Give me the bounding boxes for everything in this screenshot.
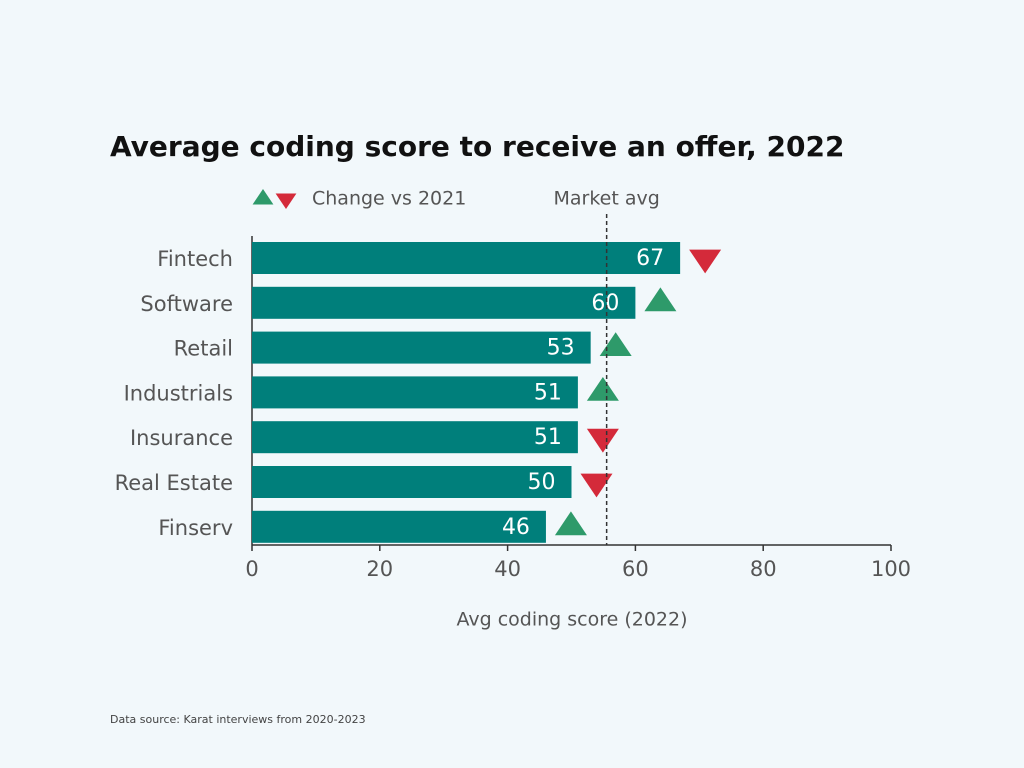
- bar: [252, 376, 578, 409]
- value-label: 51: [534, 380, 562, 405]
- legend-down-icon: [275, 193, 297, 210]
- bar: [252, 286, 636, 319]
- change-indicator: [644, 287, 677, 312]
- legend-label: Change vs 2021: [312, 188, 466, 210]
- x-tick-label: 60: [622, 557, 649, 581]
- source-note: Data source: Karat interviews from 2020-…: [110, 713, 366, 726]
- change-indicator: [580, 473, 613, 498]
- y-tick-label: Insurance: [130, 426, 233, 450]
- reference-label: Market avg: [553, 188, 659, 210]
- value-label: 53: [547, 336, 575, 361]
- x-tick-label: 100: [871, 557, 911, 581]
- value-label: 50: [528, 470, 556, 495]
- legend-up-icon: [252, 188, 274, 205]
- value-label: 46: [502, 515, 530, 540]
- y-tick-label: Fintech: [157, 247, 233, 271]
- bar: [252, 331, 591, 364]
- bar: [252, 421, 578, 454]
- change-indicator: [586, 377, 619, 401]
- x-tick-label: 0: [245, 557, 258, 581]
- y-tick-label: Finserv: [158, 516, 233, 540]
- chart-title: Average coding score to receive an offer…: [110, 130, 844, 163]
- bar: [252, 466, 572, 498]
- change-indicator: [586, 428, 619, 453]
- bar: [252, 510, 546, 543]
- x-tick-label: 40: [494, 557, 521, 581]
- y-tick-label: Software: [140, 292, 233, 316]
- value-label: 67: [636, 246, 664, 271]
- y-tick-label: Industrials: [124, 381, 233, 405]
- value-label: 51: [534, 425, 562, 450]
- y-tick-label: Real Estate: [115, 471, 233, 495]
- bar: [252, 242, 681, 274]
- x-tick-label: 20: [366, 557, 393, 581]
- change-indicator: [554, 511, 587, 536]
- change-indicator: [689, 249, 722, 274]
- value-label: 60: [591, 291, 619, 316]
- y-tick-label: Retail: [174, 337, 233, 361]
- change-indicator: [599, 332, 632, 356]
- x-tick-label: 80: [750, 557, 777, 581]
- x-axis-label: Avg coding score (2022): [456, 609, 687, 631]
